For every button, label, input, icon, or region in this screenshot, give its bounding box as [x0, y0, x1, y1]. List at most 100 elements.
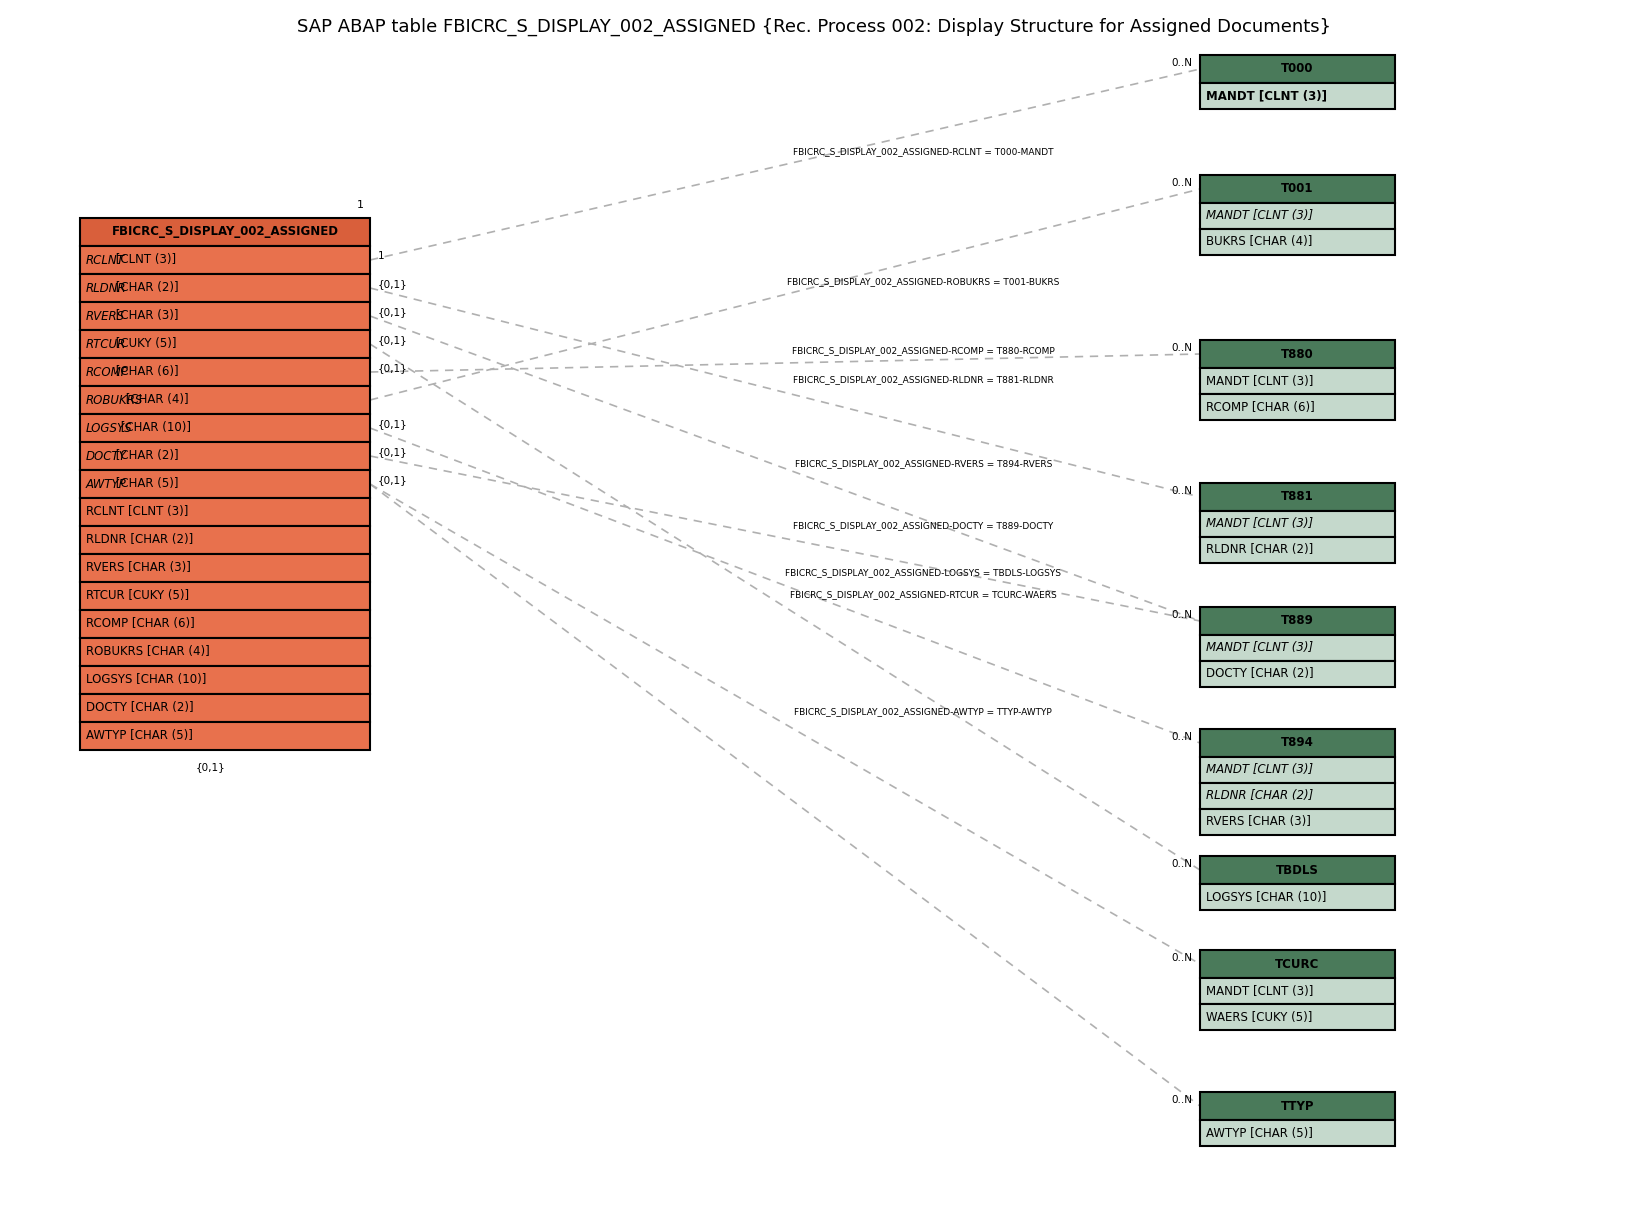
Bar: [80, 554, 370, 582]
Bar: [1201, 55, 1394, 83]
Text: RCOMP: RCOMP: [86, 365, 129, 379]
Text: {0,1}: {0,1}: [378, 307, 407, 317]
Text: {0,1}: {0,1}: [378, 475, 407, 486]
Bar: [80, 358, 370, 386]
Bar: [80, 246, 370, 274]
Bar: [1201, 511, 1394, 537]
Bar: [80, 470, 370, 498]
Bar: [80, 526, 370, 554]
Bar: [1201, 809, 1394, 835]
Bar: [80, 414, 370, 442]
Text: RTCUR [CUKY (5)]: RTCUR [CUKY (5)]: [86, 590, 189, 602]
Text: FBICRC_S_DISPLAY_002_ASSIGNED-RCLNT = T000-MANDT: FBICRC_S_DISPLAY_002_ASSIGNED-RCLNT = T0…: [793, 147, 1054, 157]
Text: 1: 1: [378, 251, 384, 261]
Text: FBICRC_S_DISPLAY_002_ASSIGNED-ROBUKRS = T001-BUKRS: FBICRC_S_DISPLAY_002_ASSIGNED-ROBUKRS = …: [787, 278, 1059, 287]
Text: RVERS [CHAR (3)]: RVERS [CHAR (3)]: [86, 562, 191, 574]
Text: RCLNT: RCLNT: [86, 254, 125, 267]
Bar: [1201, 1093, 1394, 1121]
Bar: [1201, 175, 1394, 203]
Text: RLDNR [CHAR (2)]: RLDNR [CHAR (2)]: [1205, 544, 1313, 556]
Text: MANDT [CLNT (3)]: MANDT [CLNT (3)]: [1205, 210, 1313, 222]
Text: 0..N: 0..N: [1171, 1095, 1192, 1105]
Text: ROBUKRS [CHAR (4)]: ROBUKRS [CHAR (4)]: [86, 646, 210, 658]
Bar: [1201, 1121, 1394, 1146]
Bar: [1201, 783, 1394, 809]
Bar: [80, 609, 370, 639]
Text: AWTYP: AWTYP: [86, 477, 127, 490]
Bar: [1201, 728, 1394, 758]
Text: DOCTY [CHAR (2)]: DOCTY [CHAR (2)]: [86, 702, 194, 715]
Bar: [1201, 607, 1394, 635]
Text: [CHAR (2)]: [CHAR (2)]: [112, 282, 179, 295]
Text: T001: T001: [1282, 182, 1313, 195]
Bar: [80, 386, 370, 414]
Bar: [80, 639, 370, 666]
Bar: [1201, 856, 1394, 884]
Text: [CHAR (2)]: [CHAR (2)]: [112, 449, 179, 463]
Bar: [80, 666, 370, 694]
Bar: [80, 219, 370, 246]
Text: MANDT [CLNT (3)]: MANDT [CLNT (3)]: [1205, 985, 1313, 998]
Text: MANDT [CLNT (3)]: MANDT [CLNT (3)]: [1205, 764, 1313, 777]
Text: RCOMP [CHAR (6)]: RCOMP [CHAR (6)]: [86, 618, 195, 630]
Bar: [80, 722, 370, 750]
Text: {0,1}: {0,1}: [378, 363, 407, 373]
Bar: [1201, 229, 1394, 255]
Text: LOGSYS [CHAR (10)]: LOGSYS [CHAR (10)]: [86, 674, 207, 686]
Text: ROBUKRS: ROBUKRS: [86, 393, 143, 407]
Text: DOCTY: DOCTY: [86, 449, 127, 463]
Text: 0..N: 0..N: [1171, 732, 1192, 742]
Text: DOCTY [CHAR (2)]: DOCTY [CHAR (2)]: [1205, 668, 1313, 681]
Bar: [1201, 483, 1394, 511]
Text: 0..N: 0..N: [1171, 609, 1192, 620]
Text: FBICRC_S_DISPLAY_002_ASSIGNED-RCOMP = T880-RCOMP: FBICRC_S_DISPLAY_002_ASSIGNED-RCOMP = T8…: [792, 346, 1054, 354]
Text: 0..N: 0..N: [1171, 953, 1192, 963]
Text: RLDNR: RLDNR: [86, 282, 127, 295]
Text: {0,1}: {0,1}: [195, 762, 226, 772]
Bar: [1201, 758, 1394, 783]
Bar: [1201, 635, 1394, 660]
Text: LOGSYS: LOGSYS: [86, 421, 132, 435]
Text: RLDNR [CHAR (2)]: RLDNR [CHAR (2)]: [86, 533, 194, 546]
Text: FBICRC_S_DISPLAY_002_ASSIGNED-RTCUR = TCURC-WAERS: FBICRC_S_DISPLAY_002_ASSIGNED-RTCUR = TC…: [790, 590, 1057, 599]
Text: FBICRC_S_DISPLAY_002_ASSIGNED-DOCTY = T889-DOCTY: FBICRC_S_DISPLAY_002_ASSIGNED-DOCTY = T8…: [793, 522, 1054, 531]
Text: [CHAR (3)]: [CHAR (3)]: [112, 310, 179, 323]
Bar: [80, 694, 370, 722]
Text: TTYP: TTYP: [1280, 1100, 1315, 1112]
Bar: [1201, 951, 1394, 978]
Bar: [80, 330, 370, 358]
Bar: [1201, 537, 1394, 563]
Text: {0,1}: {0,1}: [378, 447, 407, 456]
Bar: [80, 302, 370, 330]
Bar: [1201, 978, 1394, 1004]
Text: {0,1}: {0,1}: [378, 279, 407, 289]
Bar: [1201, 340, 1394, 368]
Text: [CHAR (10)]: [CHAR (10)]: [117, 421, 191, 435]
Bar: [1201, 368, 1394, 395]
Text: {0,1}: {0,1}: [378, 335, 407, 345]
Text: FBICRC_S_DISPLAY_002_ASSIGNED-LOGSYS = TBDLS-LOGSYS: FBICRC_S_DISPLAY_002_ASSIGNED-LOGSYS = T…: [785, 568, 1062, 578]
Text: MANDT [CLNT (3)]: MANDT [CLNT (3)]: [1205, 517, 1313, 531]
Bar: [1201, 1004, 1394, 1029]
Bar: [80, 582, 370, 609]
Text: 0..N: 0..N: [1171, 860, 1192, 869]
Text: [CHAR (6)]: [CHAR (6)]: [112, 365, 179, 379]
Text: FBICRC_S_DISPLAY_002_ASSIGNED-RVERS = T894-RVERS: FBICRC_S_DISPLAY_002_ASSIGNED-RVERS = T8…: [795, 460, 1052, 469]
Bar: [1201, 83, 1394, 109]
Text: T889: T889: [1280, 614, 1315, 628]
Text: T000: T000: [1282, 62, 1313, 75]
Text: TBDLS: TBDLS: [1276, 863, 1319, 877]
Text: MANDT [CLNT (3)]: MANDT [CLNT (3)]: [1205, 641, 1313, 654]
Text: LOGSYS [CHAR (10)]: LOGSYS [CHAR (10)]: [1205, 891, 1326, 903]
Bar: [80, 442, 370, 470]
Bar: [1201, 884, 1394, 910]
Text: 0..N: 0..N: [1171, 178, 1192, 188]
Text: [CUKY (5)]: [CUKY (5)]: [112, 337, 176, 351]
Text: MANDT [CLNT (3)]: MANDT [CLNT (3)]: [1205, 374, 1313, 387]
Text: FBICRC_S_DISPLAY_002_ASSIGNED-AWTYP = TTYP-AWTYP: FBICRC_S_DISPLAY_002_ASSIGNED-AWTYP = TT…: [795, 707, 1052, 716]
Text: T880: T880: [1280, 347, 1315, 361]
Text: BUKRS [CHAR (4)]: BUKRS [CHAR (4)]: [1205, 236, 1313, 249]
Text: RVERS: RVERS: [86, 310, 125, 323]
Text: RCLNT [CLNT (3)]: RCLNT [CLNT (3)]: [86, 505, 189, 518]
Text: FBICRC_S_DISPLAY_002_ASSIGNED-RLDNR = T881-RLDNR: FBICRC_S_DISPLAY_002_ASSIGNED-RLDNR = T8…: [793, 375, 1054, 385]
